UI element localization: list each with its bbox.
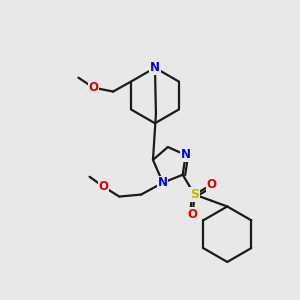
Text: N: N bbox=[150, 61, 160, 74]
Text: S: S bbox=[190, 188, 199, 201]
Text: O: O bbox=[206, 178, 216, 191]
Text: N: N bbox=[158, 176, 168, 189]
Text: O: O bbox=[188, 208, 198, 221]
Text: N: N bbox=[181, 148, 191, 161]
Text: O: O bbox=[88, 81, 98, 94]
Text: O: O bbox=[98, 180, 108, 193]
